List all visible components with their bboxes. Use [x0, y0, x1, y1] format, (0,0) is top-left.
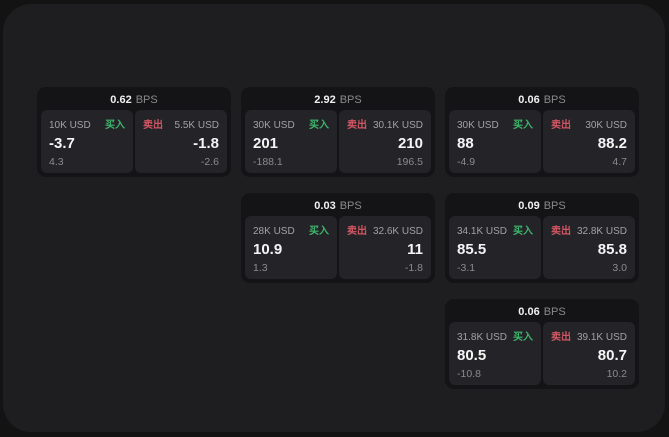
buy-side-label: 买入: [513, 120, 533, 131]
bps-unit-label: BPS: [543, 93, 566, 106]
sell-panel[interactable]: 卖出 30K USD 88.2 4.7: [543, 110, 635, 173]
price-panels: 34.1K USD 买入 85.5 -3.1 卖出 32.8K USD 85.8…: [445, 216, 639, 283]
bps-unit-label: BPS: [339, 199, 362, 212]
buy-panel[interactable]: 10K USD 买入 -3.7 4.3: [41, 110, 133, 173]
buy-side-label: 买入: [309, 120, 329, 131]
sell-amount: 30.1K USD: [372, 120, 423, 131]
sell-amount: 32.8K USD: [576, 226, 627, 237]
buy-sub-value: -188.1: [253, 155, 283, 168]
sell-price: 80.7: [597, 347, 627, 365]
bps-unit-label: BPS: [339, 93, 362, 106]
buy-sub-value: 1.3: [253, 261, 268, 274]
sell-sub-value: -2.6: [200, 155, 219, 168]
buy-amount: 28K USD: [253, 226, 295, 237]
sell-side-label: 卖出: [143, 120, 163, 131]
sell-side-label: 卖出: [551, 120, 571, 131]
quote-card: 0.09 BPS 34.1K USD 买入 85.5 -3.1 卖出 32.8K…: [445, 193, 639, 283]
buy-sub-value: -4.9: [457, 155, 476, 168]
card-header: 0.62 BPS: [37, 87, 231, 110]
buy-price: -3.7: [49, 135, 75, 153]
sell-side-label: 卖出: [551, 226, 571, 237]
buy-amount: 10K USD: [49, 120, 91, 131]
quote-card: 0.06 BPS 31.8K USD 买入 80.5 -10.8 卖出 39.1…: [445, 299, 639, 389]
buy-panel[interactable]: 31.8K USD 买入 80.5 -10.8: [449, 322, 541, 385]
bps-unit-label: BPS: [543, 305, 566, 318]
sell-amount: 39.1K USD: [576, 332, 627, 343]
quote-cards-grid: 0.62 BPS 10K USD 买入 -3.7 4.3 卖出 5.5K USD…: [37, 87, 639, 389]
bps-value: 0.09: [518, 199, 540, 212]
sell-side-label: 卖出: [347, 120, 367, 131]
bps-value: 0.62: [110, 93, 132, 106]
card-header: 0.09 BPS: [445, 193, 639, 216]
buy-price: 88: [457, 135, 474, 153]
bps-unit-label: BPS: [135, 93, 158, 106]
sell-sub-value: -1.8: [404, 261, 423, 274]
quote-card: 0.06 BPS 30K USD 买入 88 -4.9 卖出 30K USD 8…: [445, 87, 639, 177]
sell-panel[interactable]: 卖出 32.6K USD 11 -1.8: [339, 216, 431, 279]
bps-unit-label: BPS: [543, 199, 566, 212]
buy-panel[interactable]: 34.1K USD 买入 85.5 -3.1: [449, 216, 541, 279]
sell-sub-value: 4.7: [612, 155, 627, 168]
app-window: 0.62 BPS 10K USD 买入 -3.7 4.3 卖出 5.5K USD…: [3, 4, 665, 432]
sell-sub-value: 10.2: [606, 367, 627, 380]
buy-sub-value: -10.8: [457, 367, 481, 380]
buy-price: 85.5: [457, 241, 487, 259]
sell-amount: 5.5K USD: [174, 120, 219, 131]
sell-price: -1.8: [193, 135, 219, 153]
price-panels: 31.8K USD 买入 80.5 -10.8 卖出 39.1K USD 80.…: [445, 322, 639, 389]
buy-price: 80.5: [457, 347, 487, 365]
bps-value: 0.06: [518, 93, 540, 106]
buy-panel[interactable]: 30K USD 买入 201 -188.1: [245, 110, 337, 173]
sell-panel[interactable]: 卖出 39.1K USD 80.7 10.2: [543, 322, 635, 385]
buy-side-label: 买入: [513, 226, 533, 237]
card-header: 0.06 BPS: [445, 87, 639, 110]
buy-price: 201: [253, 135, 279, 153]
sell-panel[interactable]: 卖出 5.5K USD -1.8 -2.6: [135, 110, 227, 173]
sell-price: 210: [397, 135, 423, 153]
quote-card: 0.03 BPS 28K USD 买入 10.9 1.3 卖出 32.6K US…: [241, 193, 435, 283]
buy-sub-value: -3.1: [457, 261, 476, 274]
sell-amount: 32.6K USD: [372, 226, 423, 237]
price-panels: 30K USD 买入 201 -188.1 卖出 30.1K USD 210 1…: [241, 110, 435, 177]
bps-value: 0.06: [518, 305, 540, 318]
buy-sub-value: 4.3: [49, 155, 64, 168]
buy-amount: 30K USD: [457, 120, 499, 131]
buy-panel[interactable]: 30K USD 买入 88 -4.9: [449, 110, 541, 173]
buy-side-label: 买入: [309, 226, 329, 237]
buy-panel[interactable]: 28K USD 买入 10.9 1.3: [245, 216, 337, 279]
price-panels: 10K USD 买入 -3.7 4.3 卖出 5.5K USD -1.8 -2.…: [37, 110, 231, 177]
sell-side-label: 卖出: [551, 332, 571, 343]
buy-amount: 30K USD: [253, 120, 295, 131]
buy-side-label: 买入: [105, 120, 125, 131]
quote-card: 0.62 BPS 10K USD 买入 -3.7 4.3 卖出 5.5K USD…: [37, 87, 231, 177]
price-panels: 30K USD 买入 88 -4.9 卖出 30K USD 88.2 4.7: [445, 110, 639, 177]
card-header: 2.92 BPS: [241, 87, 435, 110]
bps-value: 0.03: [314, 199, 336, 212]
bps-value: 2.92: [314, 93, 336, 106]
sell-price: 11: [407, 241, 423, 259]
sell-panel[interactable]: 卖出 32.8K USD 85.8 3.0: [543, 216, 635, 279]
sell-price: 88.2: [597, 135, 627, 153]
buy-amount: 34.1K USD: [457, 226, 508, 237]
buy-amount: 31.8K USD: [457, 332, 508, 343]
buy-side-label: 买入: [513, 332, 533, 343]
sell-side-label: 卖出: [347, 226, 367, 237]
buy-price: 10.9: [253, 241, 283, 259]
sell-sub-value: 196.5: [396, 155, 423, 168]
sell-sub-value: 3.0: [612, 261, 627, 274]
card-header: 0.06 BPS: [445, 299, 639, 322]
sell-panel[interactable]: 卖出 30.1K USD 210 196.5: [339, 110, 431, 173]
sell-price: 85.8: [597, 241, 627, 259]
card-header: 0.03 BPS: [241, 193, 435, 216]
price-panels: 28K USD 买入 10.9 1.3 卖出 32.6K USD 11 -1.8: [241, 216, 435, 283]
sell-amount: 30K USD: [585, 120, 627, 131]
quote-card: 2.92 BPS 30K USD 买入 201 -188.1 卖出 30.1K …: [241, 87, 435, 177]
